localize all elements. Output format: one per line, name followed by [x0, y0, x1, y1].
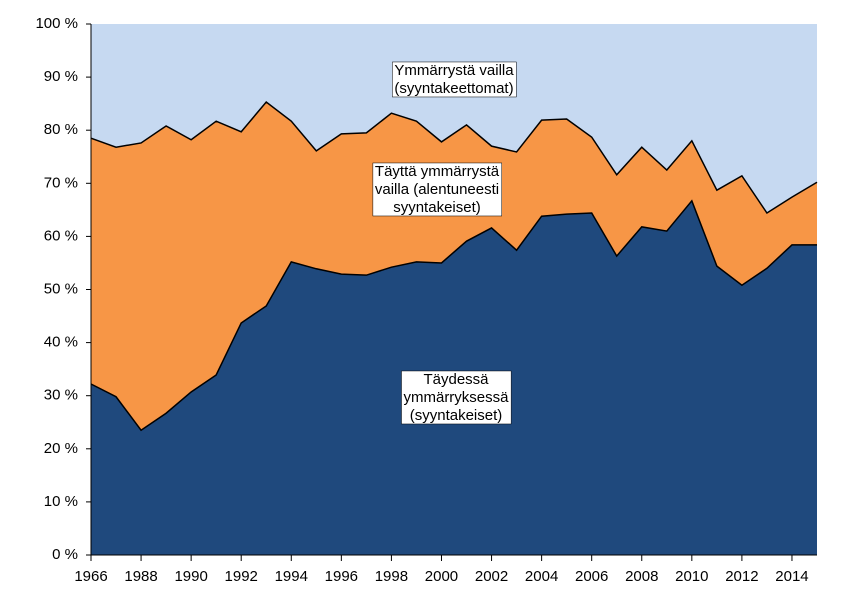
- label-box: [372, 162, 502, 217]
- x-tick-label: 1966: [74, 568, 107, 585]
- series-label: Täyttä ymmärrystä vailla (alentuneesti syy…: [372, 162, 502, 217]
- y-tick-label: 60 %: [44, 227, 78, 244]
- series-label-text: Täyttä ymmärrystä vailla (alentuneesti syy…: [375, 163, 500, 216]
- x-tick-label: 1994: [275, 568, 308, 585]
- series-label: Ymmärrystä vailla (syyntakeettomat): [392, 61, 517, 98]
- x-tick-label: 2014: [775, 568, 808, 585]
- area-edge: [90, 101, 818, 215]
- y-tick-label: 90 %: [44, 68, 78, 85]
- y-tick-label: 40 %: [44, 334, 78, 351]
- y-tick-label: 20 %: [44, 440, 78, 457]
- x-tick-label: 1990: [174, 568, 207, 585]
- label-box: [401, 370, 512, 425]
- y-tick-label: 50 %: [44, 280, 78, 297]
- y-tick-label: 100 %: [35, 15, 78, 32]
- x-tick-label: 1992: [225, 568, 258, 585]
- series-label-text: Täydessä ymmärryksessä (syyntakeiset): [403, 371, 509, 424]
- x-tick-label: 1996: [325, 568, 358, 585]
- series-label: Täydessä ymmärryksessä (syyntakeiset): [401, 370, 512, 425]
- series-label-text: Ymmärrystä vailla (syyntakeettomat): [394, 62, 514, 97]
- x-tick-label: 2000: [425, 568, 458, 585]
- y-tick-label: 30 %: [44, 387, 78, 404]
- x-tick-label: 2010: [675, 568, 708, 585]
- area: [91, 102, 817, 431]
- y-tick-label: 80 %: [44, 121, 78, 138]
- label-box: [392, 61, 517, 98]
- x-tick-label: 2012: [725, 568, 758, 585]
- area: [91, 24, 817, 214]
- area-edge: [90, 199, 817, 432]
- y-tick-label: 0 %: [52, 546, 78, 563]
- y-tick-label: 70 %: [44, 174, 78, 191]
- y-tick-label: 10 %: [44, 493, 78, 510]
- x-tick-label: 1988: [124, 568, 157, 585]
- x-tick-label: 2008: [625, 568, 658, 585]
- x-tick-label: 2002: [475, 568, 508, 585]
- x-tick-label: 1998: [375, 568, 408, 585]
- x-tick-label: 2004: [525, 568, 558, 585]
- x-tick-label: 2006: [575, 568, 608, 585]
